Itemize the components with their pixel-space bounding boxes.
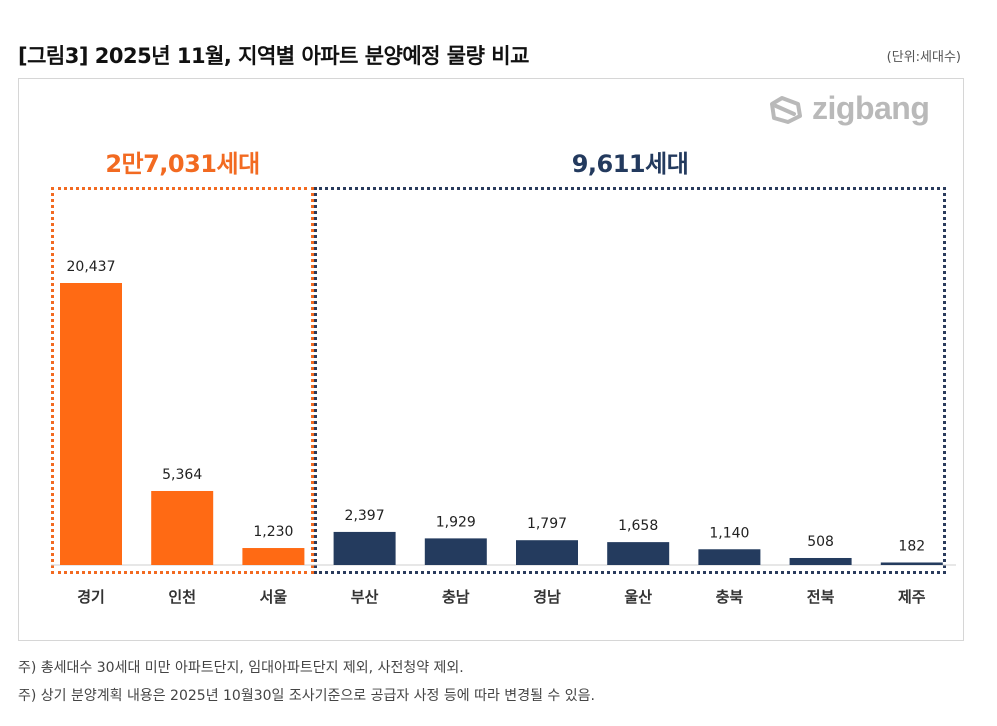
bar-경남 — [516, 540, 578, 565]
group-box-navy — [314, 187, 946, 574]
x-tick-전북: 전북 — [807, 588, 835, 606]
x-tick-충남: 충남 — [442, 588, 470, 606]
zigbang-logo-icon — [770, 95, 802, 124]
logo-text: zigbang — [812, 90, 930, 126]
data-label-충북: 1,140 — [709, 525, 749, 541]
x-tick-서울: 서울 — [260, 588, 288, 606]
x-tick-제주: 제주 — [898, 588, 926, 606]
zigbang-logo: zigbang — [768, 90, 930, 127]
bar-충북 — [698, 549, 761, 565]
data-label-울산: 1,658 — [618, 518, 658, 534]
bar-제주 — [880, 562, 943, 565]
bar-충남 — [424, 538, 487, 565]
group-label-orange: 2만7,031세대 — [105, 150, 260, 178]
data-label-인천: 5,364 — [162, 467, 202, 483]
bar-울산 — [607, 542, 670, 565]
footnotes: 주) 총세대수 30세대 미만 아파트단지, 임대아파트단지 제외, 사전청약 … — [18, 654, 595, 710]
data-label-제주: 182 — [898, 538, 925, 554]
unit-label: (단위:세대수) — [886, 50, 961, 65]
footnote-1: 주) 총세대수 30세대 미만 아파트단지, 임대아파트단지 제외, 사전청약 … — [18, 660, 464, 676]
data-label-부산: 2,397 — [345, 508, 385, 524]
footnote-2: 주) 상기 분양계획 내용은 2025년 10월30일 조사기준으로 공급자 사… — [18, 688, 595, 704]
chart-frame — [18, 78, 964, 641]
data-label-충남: 1,929 — [436, 514, 476, 530]
x-tick-인천: 인천 — [168, 588, 196, 606]
bar-부산 — [333, 531, 396, 565]
data-label-전북: 508 — [807, 534, 834, 550]
data-label-경남: 1,797 — [527, 516, 567, 532]
x-tick-울산: 울산 — [624, 588, 652, 606]
bar-서울 — [242, 548, 305, 565]
bar-전북 — [789, 557, 852, 565]
x-tick-충북: 충북 — [716, 588, 744, 606]
data-label-서울: 1,230 — [253, 524, 293, 540]
x-tick-경기: 경기 — [77, 588, 105, 606]
x-tick-부산: 부산 — [351, 588, 379, 606]
bar-인천 — [151, 490, 214, 565]
group-label-navy: 9,611세대 — [571, 150, 689, 178]
data-label-경기: 20,437 — [67, 259, 116, 275]
group-box-orange — [51, 187, 314, 574]
bar-경기 — [60, 283, 122, 565]
x-tick-경남: 경남 — [533, 588, 561, 606]
chart-title: [그림3] 2025년 11월, 지역별 아파트 분양예정 물량 비교 — [18, 44, 529, 68]
